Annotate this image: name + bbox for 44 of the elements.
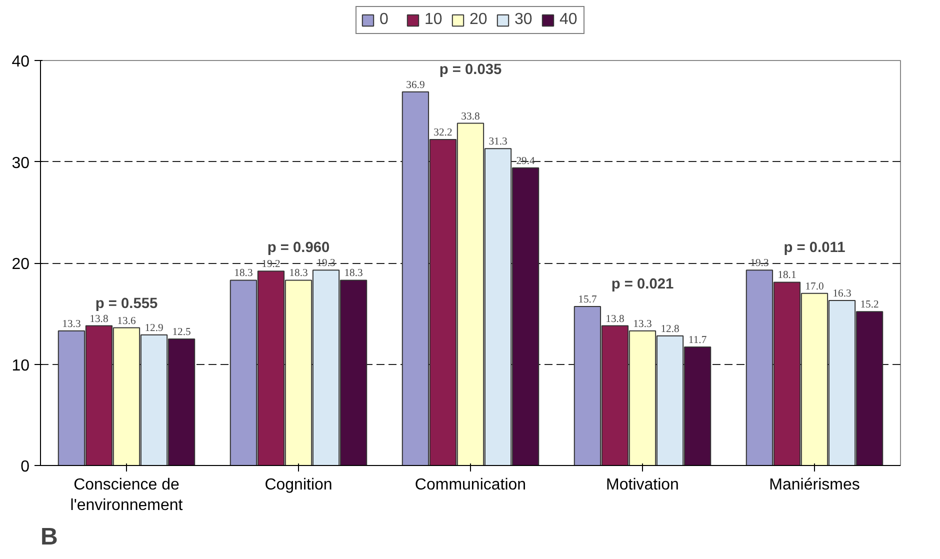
data-label: 12.9: [144, 322, 164, 334]
data-label: 18.3: [344, 268, 363, 280]
x-tick-label: Conscience de l'environnement: [70, 476, 184, 514]
data-label: 18.3: [289, 268, 308, 280]
data-label: 17.0: [805, 281, 824, 292]
x-tick-label: Motivation: [606, 476, 679, 494]
data-label: 18.1: [778, 270, 796, 282]
data-label: 33.8: [461, 111, 480, 122]
y-tick-label: 20: [12, 256, 30, 273]
data-label: 36.9: [406, 80, 425, 91]
y-tick-label: 0: [20, 458, 30, 476]
annotation: p = 0.555: [95, 296, 158, 312]
data-label: 13.8: [90, 314, 108, 325]
legend-label: 40: [560, 11, 578, 29]
legend-label: 30: [514, 11, 534, 29]
text: B: [40, 524, 58, 550]
x-tick-label: Maniérismes: [769, 476, 860, 494]
data-label: 31.3: [488, 136, 508, 148]
legend-label: 20: [470, 11, 488, 29]
x-tick-label: Communication: [414, 476, 526, 494]
legend-label: 10: [424, 11, 444, 29]
data-label: 13.3: [633, 318, 652, 330]
data-label: 12.5: [172, 326, 191, 338]
data-label: 12.8: [660, 324, 680, 335]
annotation: p = 0.960: [267, 240, 330, 256]
annotation: p = 0.011: [784, 240, 846, 256]
annotation: p = 0.035: [439, 62, 502, 78]
data-label: 13.3: [62, 318, 81, 330]
data-label: 15.2: [860, 300, 879, 311]
y-tick-label: 40: [12, 54, 30, 70]
x-tick-label: Cognition: [264, 476, 332, 494]
data-label: 15.7: [578, 294, 598, 306]
data-label: 13.8: [606, 314, 624, 325]
data-label: 16.3: [832, 288, 852, 300]
annotation: p = 0.021: [611, 276, 674, 293]
legend-label: 0: [380, 11, 390, 29]
y-tick-label: 10: [12, 357, 30, 374]
data-label: 29.4: [516, 156, 536, 167]
data-label: 11.7: [688, 335, 708, 346]
y-tick-label: 30: [12, 154, 30, 172]
data-label: 18.3: [234, 268, 253, 280]
data-label: 32.2: [434, 127, 452, 138]
data-label: 13.6: [117, 316, 136, 327]
data-label: 19.2: [262, 259, 280, 270]
